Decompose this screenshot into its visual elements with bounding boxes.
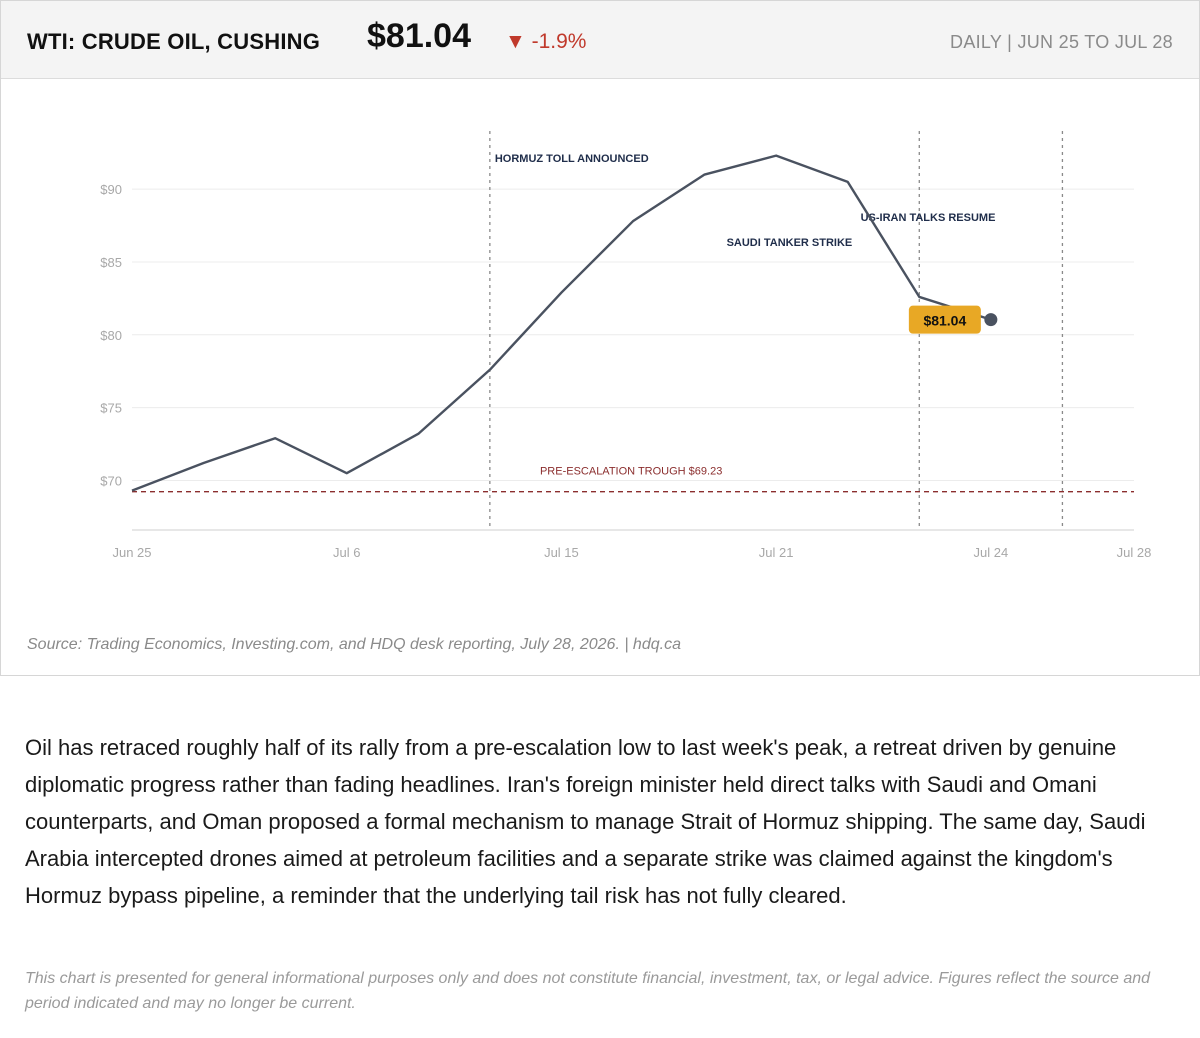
x-tick-label: Jul 28 (1117, 545, 1152, 560)
event-label: HORMUZ TOLL ANNOUNCED (495, 153, 649, 165)
trough-label: PRE-ESCALATION TROUGH $69.23 (540, 466, 722, 478)
last-price-callout: $81.04 (908, 305, 981, 334)
chart-header: WTI: CRUDE OIL, CUSHING $81.04 ▼ -1.9% D… (1, 1, 1199, 79)
event-markers: HORMUZ TOLL ANNOUNCED SAUDI TANKER STRIKE… (489, 131, 1064, 530)
source-note: Source: Trading Economics, Investing.com… (27, 636, 681, 653)
period-label: DAILY | JUN 25 TO JUL 28 (950, 32, 1173, 52)
grid-lines (132, 188, 1134, 481)
event-label: SAUDI TANKER STRIKE (727, 237, 853, 249)
last-price-label: $81.04 (923, 313, 966, 329)
price-series (131, 154, 998, 492)
x-axis-ticks: Jun 25 Jul 6 Jul 15 Jul 21 Jul 24 Jul 28 (112, 545, 1151, 560)
y-axis-ticks: $70 $75 $80 $85 $90 (100, 182, 122, 488)
price-line (131, 154, 992, 492)
x-tick-label: Jul 15 (544, 545, 579, 560)
y-tick-label: $85 (100, 255, 122, 270)
price-chart: $70$75$80$85$90 Jun 25 Jul 6 Jul 15 Jul 21 J… (100, 131, 1151, 560)
y-tick-label: $70 (100, 473, 122, 488)
price-change: ▼ -1.9% (505, 30, 587, 53)
y-tick-label: $80 (100, 328, 122, 343)
y-tick-label: $90 (100, 182, 122, 197)
event-label: US-IRAN TALKS RESUME (861, 212, 996, 224)
x-tick-label: Jul 21 (759, 545, 794, 560)
commentary-text: Oil has retraced roughly half of its ral… (25, 735, 1146, 908)
y-tick-label: $75 (100, 401, 122, 416)
current-price: $81.04 (367, 17, 471, 55)
last-point-dot (984, 313, 998, 327)
chart-title: WTI: CRUDE OIL, CUSHING (27, 29, 321, 54)
x-tick-label: Jun 25 (112, 545, 151, 560)
x-tick-label: Jul 24 (974, 545, 1009, 560)
x-tick-label: Jul 6 (333, 545, 360, 560)
chart-card: WTI: CRUDE OIL, CUSHING $81.04 ▼ -1.9% D… (0, 0, 1200, 676)
trough-line-group: PRE-ESCALATION TROUGH $69.23 (132, 466, 1134, 493)
last-price-badge (908, 305, 981, 334)
disclaimer-text: This chart is presented for general info… (25, 970, 1151, 1012)
